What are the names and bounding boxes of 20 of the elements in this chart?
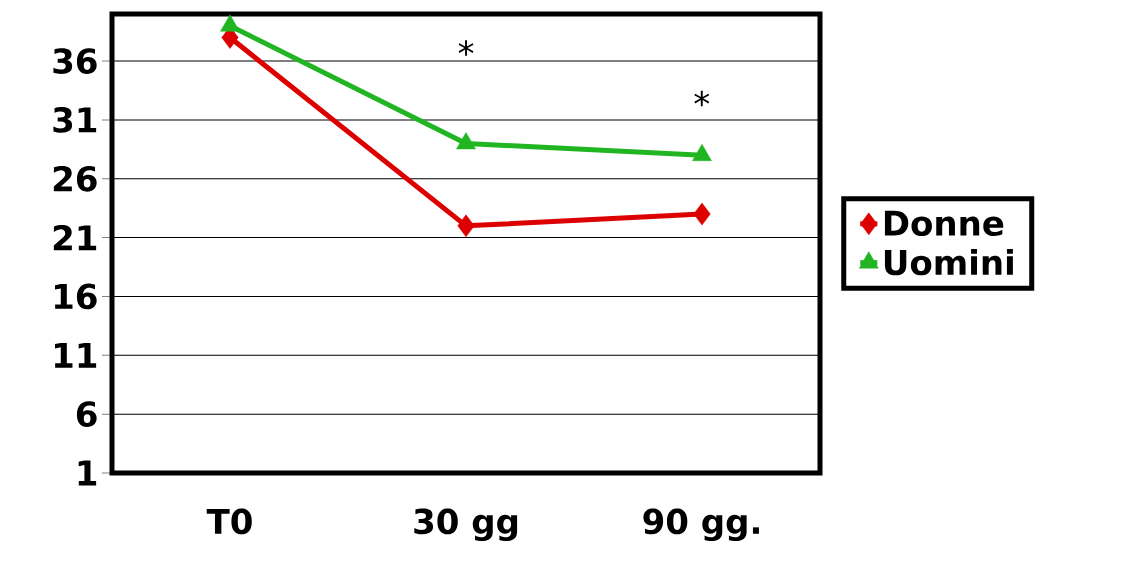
y-tick-label: 16 xyxy=(54,283,97,310)
annotation: * xyxy=(458,40,474,56)
point xyxy=(456,132,476,150)
y-tick-label: 11 xyxy=(54,342,97,368)
point xyxy=(220,14,240,32)
y-tick-label: 21 xyxy=(53,225,97,251)
y-tick-label: 1 xyxy=(78,460,97,486)
y-tick-label: 36 xyxy=(53,48,97,74)
point xyxy=(693,202,711,226)
x-tick-label: 90 gg. xyxy=(643,508,759,542)
legend-label: Uomini xyxy=(884,248,1013,276)
annotation: * xyxy=(694,90,710,107)
x-tick-label: 30 gg xyxy=(414,508,518,542)
x-tick-label: T0 xyxy=(206,508,252,535)
y-tick-label: 31 xyxy=(53,107,97,133)
y-tick-label: 6 xyxy=(76,401,97,427)
y-tick-label: 26 xyxy=(53,165,97,192)
legend-label: Donne xyxy=(884,210,1004,236)
point xyxy=(457,214,475,238)
point xyxy=(692,143,712,161)
